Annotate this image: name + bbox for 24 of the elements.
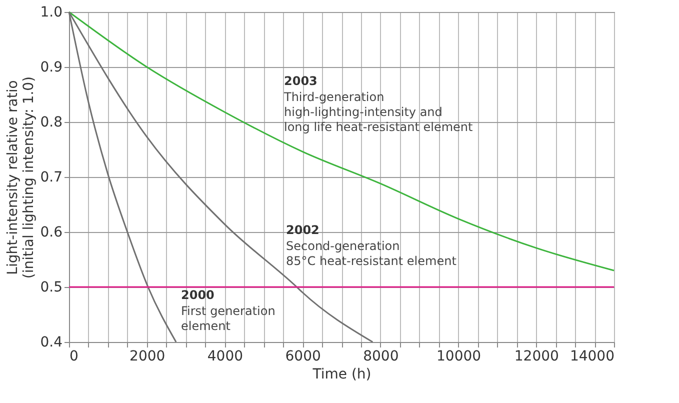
y-tick-label: 0.5 xyxy=(40,280,62,296)
x-tick-label: 12000 xyxy=(514,348,559,364)
annotation: 2002 xyxy=(286,223,320,237)
y-tick-label: 0.7 xyxy=(40,170,62,186)
y-tick-label: 0.6 xyxy=(40,224,63,240)
y-tick-label: 0.9 xyxy=(40,60,62,76)
annotation: 2000 xyxy=(181,288,214,302)
y-axis-title: Light-intensity relative ratio (initial lighting intensity: 1.0) xyxy=(5,76,38,279)
x-tick-label: 10000 xyxy=(436,348,482,364)
x-tick-label: 6000 xyxy=(285,348,321,364)
line-series xyxy=(68,11,615,272)
y-tick-label: 0.8 xyxy=(40,114,62,130)
annotation: 2003 xyxy=(284,74,318,88)
x-tick-label: 2000 xyxy=(130,348,166,364)
y-tick-label: 1.0 xyxy=(40,4,62,20)
x-axis-title: Time (h) xyxy=(312,366,372,382)
x-tick-label: 4000 xyxy=(207,348,244,364)
annotation: Second-generation 85°C heat-resistant element xyxy=(286,239,457,268)
annotation: First generation element xyxy=(181,304,276,333)
x-tick-label: 8000 xyxy=(363,348,399,364)
y-tick-label: 0.4 xyxy=(40,334,63,350)
annotation: Third-generation high-lighting-intensity and long life heat-resistant element xyxy=(283,90,474,134)
x-tick-label: 0 xyxy=(70,348,78,364)
x-tick-label: 14000 xyxy=(570,348,614,364)
